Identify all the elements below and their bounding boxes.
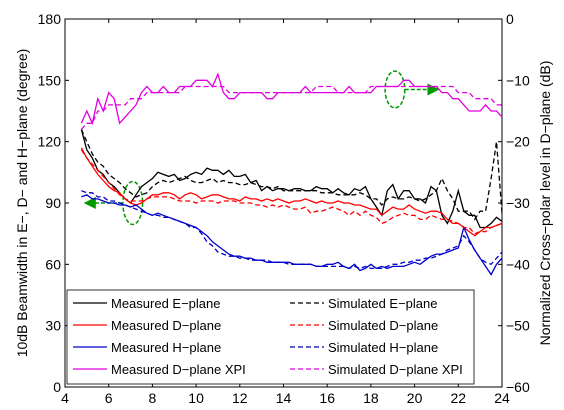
x-tick-label: 20: [407, 390, 423, 406]
series-line-7: [80, 85, 502, 130]
legend-label-2: Measured H−plane: [111, 340, 221, 355]
x-tick-label: 14: [276, 390, 292, 406]
legend-label-6: Simulated H−plane: [328, 340, 438, 355]
left-tick-label: 30: [45, 318, 61, 334]
left-tick-label: 150: [38, 72, 62, 88]
series-line-4: [80, 129, 503, 221]
legend-label-3: Measured D−plane XPI: [111, 362, 246, 377]
x-tick-label: 6: [105, 390, 113, 406]
left-tick-label: 0: [53, 379, 61, 395]
series-line-2: [81, 194, 503, 276]
left-tick-label: 90: [45, 195, 61, 211]
x-tick-label: 16: [319, 390, 335, 406]
left-tick-label: 120: [38, 134, 62, 150]
right-tick-label: −60: [506, 379, 530, 395]
right-tick-label: −10: [506, 72, 530, 88]
legend: Measured E−plane Measured D−plane Measured…: [66, 289, 475, 385]
legend-box: [66, 289, 475, 385]
series-line-0: [80, 129, 503, 229]
annotation-ellipse-1: [384, 70, 406, 109]
left-tick-label: 60: [45, 256, 61, 272]
ticks: 4 6 8 10 12 14 16 18 20 22 24 0 30 60 90 120 150 180 −60 −5…: [38, 11, 530, 406]
x-tick-label: 22: [451, 390, 467, 406]
right-tick-label: 0: [506, 11, 514, 27]
series-line-3: [80, 72, 503, 126]
series-line-6: [81, 190, 503, 270]
x-tick-label: 12: [232, 390, 248, 406]
right-tick-label: −50: [506, 318, 530, 334]
right-axis-label: Normalized Cross−polar level in D−plane …: [537, 61, 553, 346]
legend-label-5: Simulated D−plane: [328, 318, 438, 333]
x-tick-label: 24: [494, 390, 510, 406]
series-line-5: [80, 149, 503, 235]
legend-label-7: Simulated D−plane XPI: [328, 362, 463, 377]
x-tick-label: 10: [188, 390, 204, 406]
series-line-1: [80, 147, 503, 237]
x-tick-label: 8: [149, 390, 157, 406]
left-tick-label: 180: [38, 11, 62, 27]
x-tick-label: 18: [363, 390, 379, 406]
right-tick-label: −40: [506, 256, 530, 272]
legend-label-1: Measured D−plane: [111, 318, 221, 333]
legend-label-0: Measured E−plane: [111, 296, 221, 311]
right-tick-label: −20: [506, 134, 530, 150]
legend-label-4: Simulated E−plane: [328, 296, 438, 311]
series-lines: [80, 72, 503, 276]
left-axis-label: 10dB Beamwidth in E−, D− and H−plane (de…: [14, 49, 30, 358]
right-tick-label: −30: [506, 195, 530, 211]
x-tick-label: 4: [61, 390, 69, 406]
